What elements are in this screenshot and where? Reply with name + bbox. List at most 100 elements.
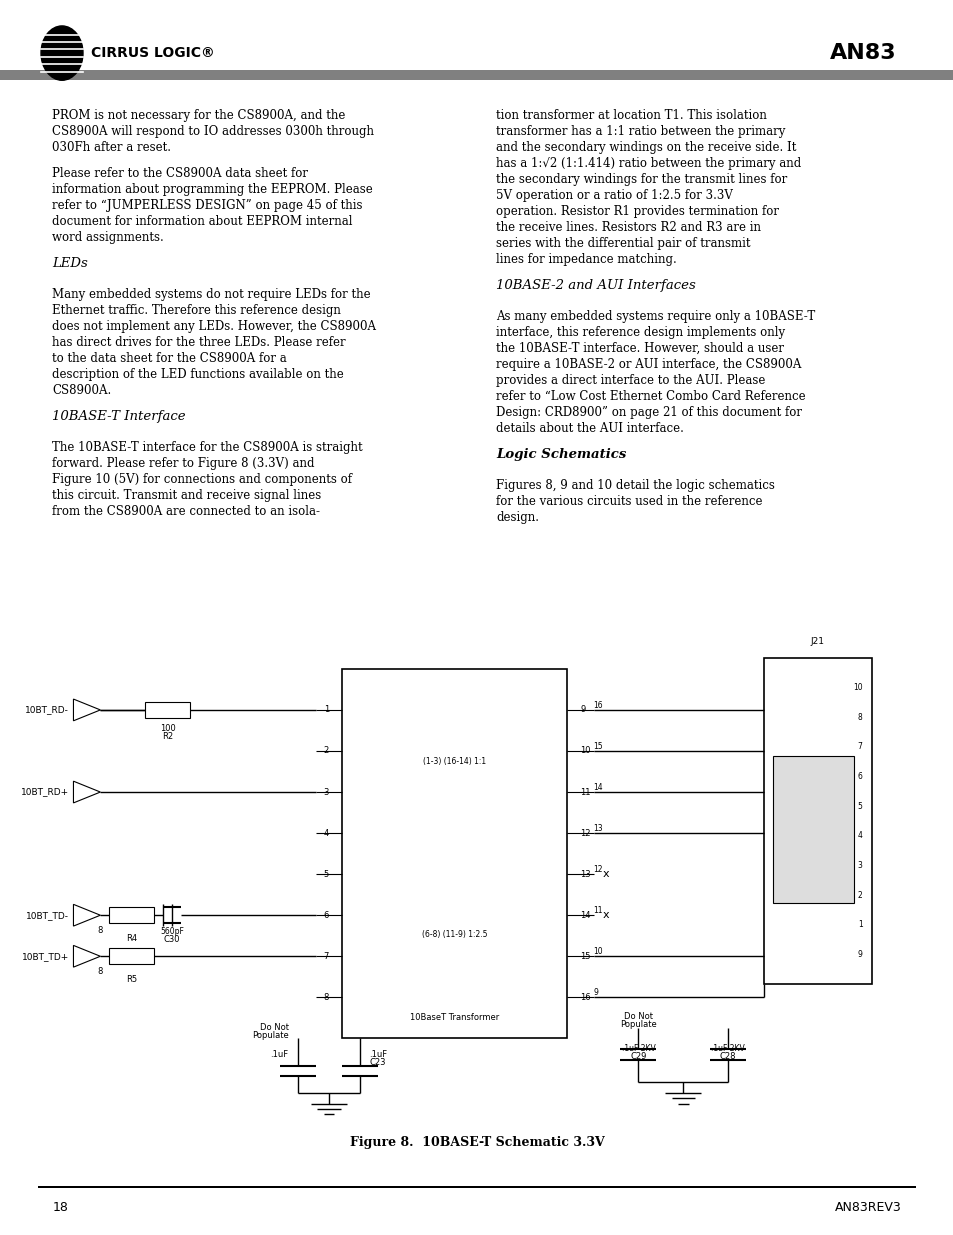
Text: C29: C29 <box>630 1052 646 1061</box>
Bar <box>763 658 871 984</box>
Text: 8: 8 <box>857 713 862 721</box>
Text: operation. Resistor R1 provides termination for: operation. Resistor R1 provides terminat… <box>496 205 779 219</box>
Text: require a 10BASE-2 or AUI interface, the CS8900A: require a 10BASE-2 or AUI interface, the… <box>496 358 801 370</box>
Text: AN83REV3: AN83REV3 <box>834 1202 901 1214</box>
Text: 4: 4 <box>323 829 329 837</box>
Text: 7: 7 <box>857 742 862 751</box>
Text: R5: R5 <box>126 974 137 983</box>
Text: information about programming the EEPROM. Please: information about programming the EEPROM… <box>52 183 373 196</box>
Text: As many embedded systems require only a 10BASE-T: As many embedded systems require only a … <box>496 310 815 322</box>
Text: 6: 6 <box>857 772 862 781</box>
Text: refer to “Low Cost Ethernet Combo Card Reference: refer to “Low Cost Ethernet Combo Card R… <box>496 390 805 403</box>
Text: Logic Schematics: Logic Schematics <box>496 448 626 461</box>
Polygon shape <box>73 904 100 926</box>
Text: description of the LED functions available on the: description of the LED functions availab… <box>52 368 344 380</box>
Text: 2: 2 <box>323 746 329 756</box>
Text: 10BT_TD-: 10BT_TD- <box>26 910 69 920</box>
Text: J21: J21 <box>810 637 824 646</box>
Text: Do Not: Do Not <box>623 1013 652 1021</box>
Text: tion transformer at location T1. This isolation: tion transformer at location T1. This is… <box>496 109 766 122</box>
Text: Design: CRD8900” on page 21 of this document for: Design: CRD8900” on page 21 of this docu… <box>496 406 801 419</box>
Text: lines for impedance matching.: lines for impedance matching. <box>496 253 676 267</box>
Text: CS8900A will respond to IO addresses 0300h through: CS8900A will respond to IO addresses 030… <box>52 125 375 138</box>
Text: forward. Please refer to Figure 8 (3.3V) and: forward. Please refer to Figure 8 (3.3V)… <box>52 457 314 469</box>
Text: Many embedded systems do not require LEDs for the: Many embedded systems do not require LED… <box>52 288 371 300</box>
Text: 10BT_TD+: 10BT_TD+ <box>22 952 69 961</box>
Text: 5: 5 <box>857 802 862 810</box>
Text: .1uF 2KV: .1uF 2KV <box>711 1044 744 1052</box>
Text: x: x <box>602 910 609 920</box>
Text: C28: C28 <box>720 1052 736 1061</box>
Text: 14: 14 <box>593 783 602 792</box>
Text: CIRRUS LOGIC®: CIRRUS LOGIC® <box>91 46 214 61</box>
Bar <box>38 1186 915 1188</box>
Text: 100: 100 <box>159 724 175 732</box>
Text: 10BT_RD+: 10BT_RD+ <box>21 788 69 797</box>
Text: 10: 10 <box>579 746 590 756</box>
Text: to the data sheet for the CS8900A for a: to the data sheet for the CS8900A for a <box>52 352 287 364</box>
Text: 2: 2 <box>857 890 862 899</box>
Bar <box>772 756 853 903</box>
Bar <box>342 669 566 1039</box>
Text: (6-8) (11-9) 1:2.5: (6-8) (11-9) 1:2.5 <box>421 930 487 940</box>
Bar <box>110 948 154 965</box>
Bar <box>145 701 190 718</box>
Text: 13: 13 <box>593 824 602 834</box>
Text: 10BT_RD-: 10BT_RD- <box>25 705 69 714</box>
Text: 10BASE-2 and AUI Interfaces: 10BASE-2 and AUI Interfaces <box>496 279 695 293</box>
Text: Do Not: Do Not <box>259 1023 289 1032</box>
Text: 15: 15 <box>593 742 602 751</box>
Text: does not implement any LEDs. However, the CS8900A: does not implement any LEDs. However, th… <box>52 320 376 332</box>
Text: 16: 16 <box>593 701 602 710</box>
Text: Figure 8.  10BASE-T Schematic 3.3V: Figure 8. 10BASE-T Schematic 3.3V <box>349 1136 604 1149</box>
Text: Populate: Populate <box>619 1020 656 1029</box>
Text: the secondary windings for the transmit lines for: the secondary windings for the transmit … <box>496 173 786 186</box>
Text: 1: 1 <box>323 705 329 714</box>
Text: details about the AUI interface.: details about the AUI interface. <box>496 422 683 435</box>
Text: series with the differential pair of transmit: series with the differential pair of tra… <box>496 237 750 251</box>
Text: 14: 14 <box>579 910 590 920</box>
Text: design.: design. <box>496 511 538 524</box>
Text: 12: 12 <box>593 866 602 874</box>
Text: 11: 11 <box>593 906 602 915</box>
Text: 5: 5 <box>323 869 329 878</box>
Text: x: x <box>602 869 609 879</box>
Text: 8: 8 <box>323 993 329 1002</box>
Text: Ethernet traffic. Therefore this reference design: Ethernet traffic. Therefore this referen… <box>52 304 341 316</box>
Text: interface, this reference design implements only: interface, this reference design impleme… <box>496 326 784 338</box>
Text: 10BASE-T Interface: 10BASE-T Interface <box>52 410 186 422</box>
Text: .1uF 2KV: .1uF 2KV <box>621 1044 655 1052</box>
Text: 10BaseT Transformer: 10BaseT Transformer <box>410 1013 498 1023</box>
Text: LEDs: LEDs <box>52 257 88 270</box>
Text: 18: 18 <box>52 1202 69 1214</box>
Text: 5V operation or a ratio of 1:2.5 for 3.3V: 5V operation or a ratio of 1:2.5 for 3.3… <box>496 189 732 203</box>
Text: C23: C23 <box>369 1058 385 1067</box>
Text: has a 1:√2 (1:1.414) ratio between the primary and: has a 1:√2 (1:1.414) ratio between the p… <box>496 157 801 170</box>
Text: C30: C30 <box>164 935 180 945</box>
Text: 030Fh after a reset.: 030Fh after a reset. <box>52 141 172 154</box>
Text: document for information about EEPROM internal: document for information about EEPROM in… <box>52 215 353 228</box>
Text: and the secondary windings on the receive side. It: and the secondary windings on the receiv… <box>496 141 796 154</box>
Text: Populate: Populate <box>252 1031 289 1040</box>
Text: refer to “JUMPERLESS DESIGN” on page 45 of this: refer to “JUMPERLESS DESIGN” on page 45 … <box>52 199 362 212</box>
Text: .1uF: .1uF <box>369 1050 387 1060</box>
Text: the 10BASE-T interface. However, should a user: the 10BASE-T interface. However, should … <box>496 342 783 354</box>
Text: CS8900A.: CS8900A. <box>52 384 112 396</box>
Bar <box>0 70 953 80</box>
Text: provides a direct interface to the AUI. Please: provides a direct interface to the AUI. … <box>496 374 764 387</box>
Text: 9: 9 <box>593 988 598 998</box>
Text: 9: 9 <box>857 950 862 958</box>
Text: (1-3) (16-14) 1:1: (1-3) (16-14) 1:1 <box>422 757 486 766</box>
Text: 16: 16 <box>579 993 590 1002</box>
Text: R4: R4 <box>126 934 137 942</box>
Text: 4: 4 <box>857 831 862 840</box>
Text: The 10BASE-T interface for the CS8900A is straight: The 10BASE-T interface for the CS8900A i… <box>52 441 363 453</box>
Text: 8: 8 <box>97 926 103 935</box>
Text: 11: 11 <box>579 788 590 797</box>
Text: this circuit. Transmit and receive signal lines: this circuit. Transmit and receive signa… <box>52 489 321 501</box>
Text: 7: 7 <box>323 952 329 961</box>
Text: 12: 12 <box>579 829 590 837</box>
Text: 3: 3 <box>323 788 329 797</box>
Circle shape <box>41 26 83 80</box>
Polygon shape <box>73 782 100 803</box>
